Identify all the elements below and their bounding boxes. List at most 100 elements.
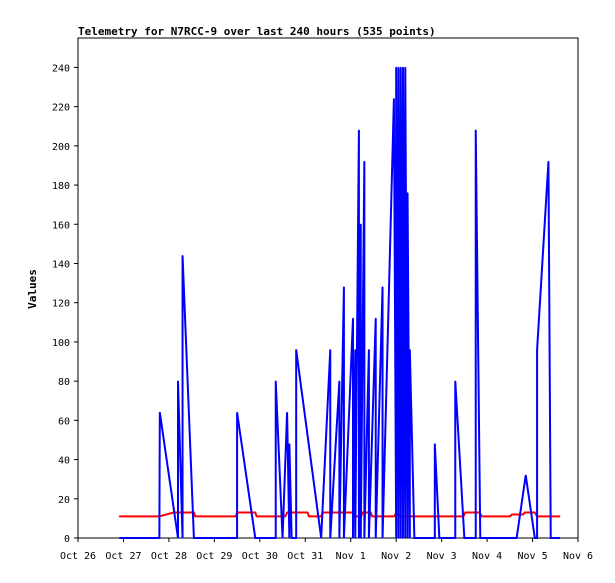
y-tick-label: 120 (52, 299, 70, 310)
blue-series-point (295, 349, 297, 351)
blue-series-point (352, 317, 354, 319)
red-series-point (559, 515, 561, 518)
y-tick-label: 140 (52, 259, 70, 270)
blue-series-point (181, 537, 184, 539)
red-series-point (118, 515, 120, 518)
blue-series-point (393, 98, 395, 100)
y-tick-label: 80 (58, 377, 70, 388)
blue-series-point (343, 286, 345, 288)
blue-series-point (406, 537, 409, 539)
red-series-point (361, 511, 364, 514)
red-series-point (511, 513, 513, 516)
blue-series-point (288, 537, 290, 539)
x-tick-label: Nov 2 (381, 551, 411, 562)
blue-series-point (360, 223, 362, 225)
blue-series-point (397, 66, 400, 69)
x-tick-label: Oct 28 (151, 551, 187, 562)
y-tick-label: 20 (58, 495, 70, 506)
red-series-point (481, 515, 483, 518)
blue-series-point (550, 537, 552, 539)
red-series-point (308, 515, 310, 518)
blue-series-point (291, 537, 293, 539)
blue-series-point (402, 537, 404, 539)
x-tick-label: Nov 5 (517, 551, 547, 562)
red-series-point (210, 515, 212, 518)
blue-series-point (118, 537, 120, 539)
blue-series-point (475, 537, 477, 539)
blue-series-point (354, 349, 356, 351)
blue-series-point (158, 537, 160, 539)
y-tick-label: 240 (52, 63, 70, 74)
x-tick-label: Oct 29 (196, 551, 232, 562)
blue-series-point (320, 537, 322, 539)
blue-series-point (509, 537, 511, 539)
y-tick-label: 0 (64, 534, 70, 545)
red-series-point (284, 515, 286, 518)
blue-series-point (295, 537, 297, 539)
blue-series-point (275, 380, 277, 382)
y-tick-label: 60 (58, 416, 70, 427)
red-series-point (194, 515, 196, 518)
red-series-point (254, 511, 256, 514)
blue-series-point (413, 537, 415, 539)
blue-series-point (177, 380, 179, 382)
blue-series-point (559, 537, 561, 539)
series-layer (118, 66, 561, 539)
blue-series-point (363, 160, 365, 163)
blue-series-point (209, 537, 211, 539)
red-series-point (371, 515, 373, 518)
red-series-point (393, 515, 395, 518)
blue-series-point (338, 380, 340, 382)
blue-series-point (381, 286, 384, 288)
red-series-point (306, 511, 309, 514)
blue-series-point (375, 317, 377, 319)
blue-series-point (488, 537, 490, 539)
red-series-point (509, 515, 511, 518)
red-series-point (534, 511, 536, 514)
y-tick-label: 40 (58, 456, 70, 467)
x-tick-label: Nov 1 (336, 551, 366, 562)
blue-series-point (159, 411, 161, 414)
blue-series-point (236, 411, 238, 414)
blue-series-point (363, 537, 365, 539)
blue-series-point (343, 537, 345, 539)
red-series-point (286, 511, 288, 514)
chart-title: Telemetry for N7RCC-9 over last 240 hour… (78, 25, 436, 38)
blue-series-point (420, 537, 422, 539)
blue-series-point (400, 537, 402, 539)
blue-series-point (536, 537, 538, 539)
blue-series-point (404, 537, 406, 539)
blue-series-point (368, 537, 370, 539)
blue-series-point (556, 537, 559, 539)
blue-series-point (254, 537, 256, 539)
red-series-point (235, 515, 237, 518)
blue-series-point (479, 537, 481, 539)
blue-series-point (381, 537, 384, 539)
blue-series-point (454, 380, 456, 382)
blue-series-point (329, 537, 331, 539)
blue-series-point (286, 411, 288, 414)
blue-series-point (404, 66, 406, 69)
blue-series-point (516, 537, 518, 539)
x-tick-label: Nov 6 (563, 551, 593, 562)
blue-series-point (360, 537, 362, 539)
blue-series-point (395, 537, 397, 539)
y-axis: 0 20 40 60 80 100 120 140 160 180 200 220 240 (52, 63, 78, 545)
blue-series-point (275, 537, 277, 539)
blue-series-point (409, 349, 411, 351)
plot-frame (77, 37, 579, 539)
blue-series-point (177, 537, 179, 539)
blue-series-point (352, 537, 354, 539)
red-series-point (209, 515, 211, 518)
x-tick-label: Oct 26 (60, 551, 96, 562)
y-tick-label: 100 (52, 338, 70, 349)
red-series-point (524, 511, 526, 514)
blue-series-point (354, 537, 356, 539)
blue-series-point (358, 537, 360, 539)
blue-series-point (288, 443, 290, 445)
y-tick-label: 200 (52, 142, 70, 153)
red-series-point (464, 511, 466, 514)
blue-series-point (536, 349, 538, 351)
